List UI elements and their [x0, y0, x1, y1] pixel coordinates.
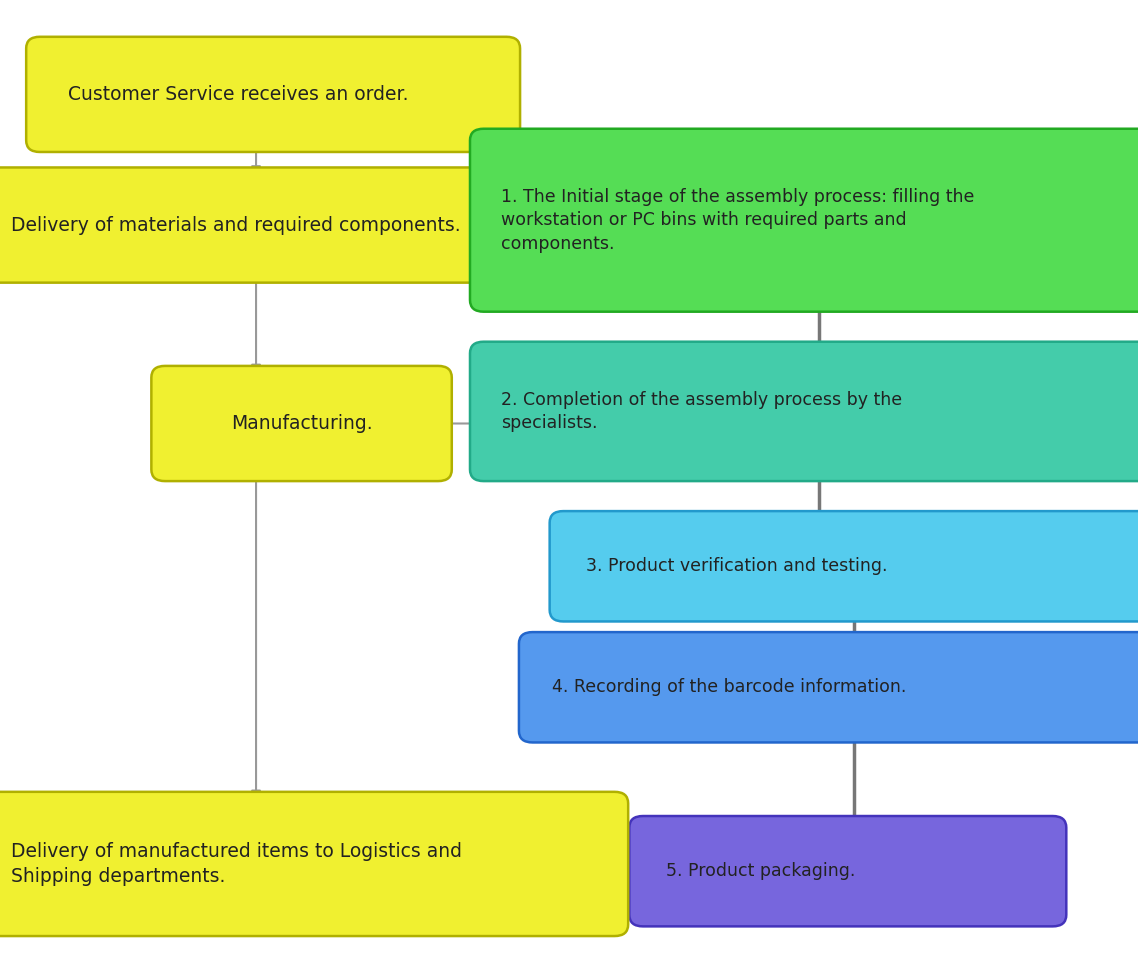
Text: Manufacturing.: Manufacturing. [231, 414, 372, 433]
FancyBboxPatch shape [0, 792, 628, 936]
FancyBboxPatch shape [151, 366, 452, 481]
FancyBboxPatch shape [26, 37, 520, 152]
Text: 3. Product verification and testing.: 3. Product verification and testing. [586, 558, 888, 575]
Text: Customer Service receives an order.: Customer Service receives an order. [68, 85, 409, 104]
Text: 4. Recording of the barcode information.: 4. Recording of the barcode information. [552, 679, 906, 696]
FancyBboxPatch shape [550, 511, 1138, 621]
Text: Delivery of manufactured items to Logistics and
Shipping departments.: Delivery of manufactured items to Logist… [11, 842, 462, 886]
Text: Delivery of materials and required components.: Delivery of materials and required compo… [11, 216, 461, 234]
FancyBboxPatch shape [470, 342, 1138, 481]
Text: 5. Product packaging.: 5. Product packaging. [666, 862, 855, 880]
Text: 1. The Initial stage of the assembly process: filling the
workstation or PC bins: 1. The Initial stage of the assembly pro… [501, 188, 974, 253]
FancyBboxPatch shape [519, 632, 1138, 742]
FancyBboxPatch shape [629, 816, 1066, 926]
FancyBboxPatch shape [0, 167, 617, 283]
Text: 2. Completion of the assembly process by the
specialists.: 2. Completion of the assembly process by… [501, 391, 901, 432]
FancyBboxPatch shape [470, 129, 1138, 312]
